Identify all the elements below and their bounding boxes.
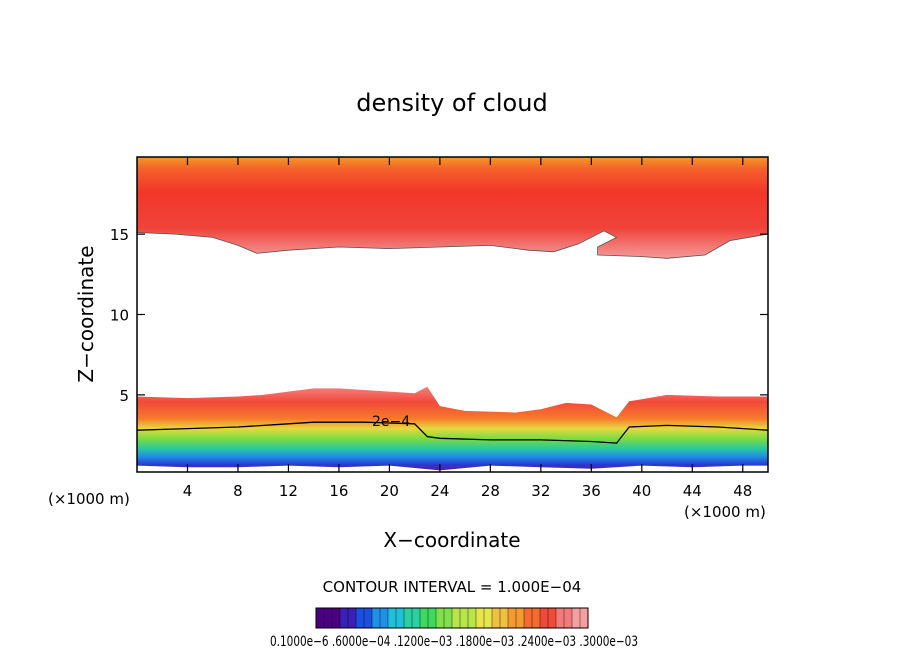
colorbar-swatch <box>387 607 397 629</box>
x-tick-label: 24 <box>430 482 449 500</box>
x-tick-label: 8 <box>233 482 243 500</box>
x-tick-label: 4 <box>183 482 193 500</box>
contour-label: 2e−4 <box>372 414 410 430</box>
y-tick-label: 10 <box>110 307 129 325</box>
x-tick-label: 44 <box>683 482 702 500</box>
x-tick-label: 40 <box>632 482 651 500</box>
colorbar-swatch <box>323 607 333 629</box>
colorbar-swatch <box>355 607 365 629</box>
y-axis-label: Z−coordinate <box>74 245 98 382</box>
colorbar-swatch <box>435 607 445 629</box>
y-tick-label: 15 <box>110 226 129 244</box>
x-axis-ticks: 4 8 12 16 20 24 28 32 36 40 44 48 <box>183 157 752 500</box>
colorbar-swatch <box>555 607 565 629</box>
colorbar-swatch <box>515 607 525 629</box>
x-tick-label: 20 <box>380 482 399 500</box>
chart-title: density of cloud <box>356 89 547 117</box>
colorbar-swatch <box>531 607 541 629</box>
colorbar-swatch <box>331 607 341 629</box>
x-tick-label: 28 <box>481 482 500 500</box>
colorbar-swatch <box>315 607 325 629</box>
colorbar-swatch <box>443 607 453 629</box>
colorbar-swatch <box>523 607 533 629</box>
colorbar-swatch <box>371 607 381 629</box>
x-tick-label: 48 <box>733 482 752 500</box>
lower-cloud-region <box>137 386 768 471</box>
colorbar-swatch <box>491 607 501 629</box>
colorbar-tick-labels: 0.1000e−6 .6000e−04 .1200e−03 .1800e−03 … <box>270 634 638 650</box>
colorbar-swatch <box>459 607 469 629</box>
colorbar-swatch <box>451 607 461 629</box>
x-tick-label: 32 <box>531 482 550 500</box>
colorbar-swatch <box>379 607 389 629</box>
colorbar-swatch <box>547 607 557 629</box>
colorbar-swatch <box>571 607 581 629</box>
colorbar-swatch <box>339 607 349 629</box>
colorbar <box>315 607 589 629</box>
colorbar-swatch <box>499 607 509 629</box>
colorbar-swatch <box>483 607 493 629</box>
colorbar-swatch <box>363 607 373 629</box>
x-unit-right: (×1000 m) <box>684 503 766 521</box>
colorbar-swatch <box>579 607 589 629</box>
colorbar-swatch <box>403 607 413 629</box>
colorbar-swatch <box>539 607 549 629</box>
x-tick-label: 16 <box>329 482 348 500</box>
colorbar-swatch <box>419 607 429 629</box>
colorbar-swatch <box>347 607 357 629</box>
x-axis-label: X−coordinate <box>383 528 520 552</box>
x-tick-label: 36 <box>582 482 601 500</box>
colorbar-swatch <box>427 607 437 629</box>
x-tick-label: 12 <box>279 482 298 500</box>
colorbar-swatch <box>507 607 517 629</box>
colorbar-swatch <box>411 607 421 629</box>
colorbar-swatch <box>395 607 405 629</box>
colorbar-swatch <box>475 607 485 629</box>
contour-interval-label: CONTOUR INTERVAL = 1.000E−04 <box>323 578 582 596</box>
upper-cloud-region <box>137 157 768 259</box>
y-axis-ticks: 5 10 15 <box>110 226 768 405</box>
contour-2e-4-line <box>137 421 768 444</box>
colorbar-swatch <box>467 607 477 629</box>
plot-area <box>137 157 768 471</box>
y-tick-label: 5 <box>119 387 129 405</box>
x-unit-left: (×1000 m) <box>48 490 130 508</box>
colorbar-swatch <box>563 607 573 629</box>
colorbar-frame <box>315 607 589 629</box>
